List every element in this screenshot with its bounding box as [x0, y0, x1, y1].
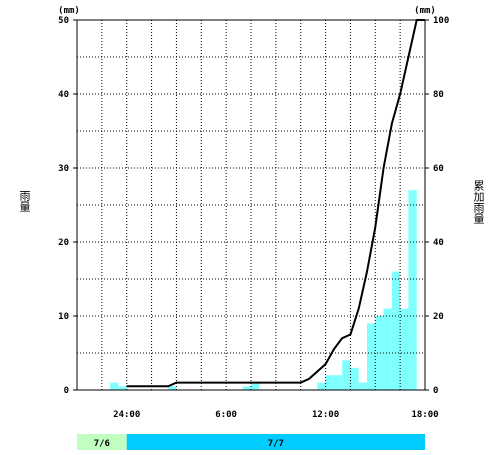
date-bar-label: 7/6: [94, 439, 110, 449]
left-tick-label: 30: [58, 164, 69, 174]
date-bar-segment: [126, 434, 425, 450]
y-axis-label-left: 雨量: [18, 190, 31, 212]
rain-bar: [333, 375, 343, 390]
rain-bar: [383, 308, 392, 390]
rain-bar: [375, 316, 384, 390]
rain-bar: [408, 190, 417, 390]
right-tick-label: 0: [433, 386, 438, 396]
cumulative-line: [126, 19, 425, 388]
right-tick-label: 40: [433, 238, 444, 248]
date-bar-segment: [77, 434, 127, 450]
left-tick-label: 0: [64, 386, 69, 396]
rain-bar: [400, 308, 409, 390]
x-tick-label: 24:00: [113, 410, 140, 420]
right-tick-label: 60: [433, 164, 444, 174]
rain-bar: [350, 367, 359, 390]
rain-bar: [242, 386, 251, 390]
rain-bar: [367, 323, 376, 390]
rain-bar: [342, 360, 351, 390]
left-tick-label: 20: [58, 238, 69, 248]
plot-frame: [76, 19, 426, 391]
rain-bar: [118, 386, 127, 390]
right-tick-label: 20: [433, 312, 444, 322]
left-tick-label: 10: [58, 312, 69, 322]
date-bar-label: 7/7: [268, 439, 284, 449]
rain-bar: [317, 382, 326, 390]
right-tick-label: 80: [433, 90, 444, 100]
right-tick-label: 100: [433, 16, 449, 26]
unit-label-right: (mm): [414, 6, 436, 16]
rain-bar: [391, 271, 401, 390]
left-tick-label: 40: [58, 90, 69, 100]
rain-bar: [325, 375, 334, 390]
left-tick-label: 50: [58, 16, 69, 26]
y-axis-label-right: 累加雨量: [472, 180, 485, 224]
rain-bar: [110, 382, 119, 390]
rain-bar: [251, 382, 260, 390]
x-tick-label: 6:00: [215, 410, 237, 420]
x-tick-label: 18:00: [411, 410, 438, 420]
rain-bar: [168, 386, 177, 390]
x-tick-label: 12:00: [312, 410, 339, 420]
rain-bar: [358, 382, 367, 390]
unit-label-left: (mm): [58, 6, 80, 16]
